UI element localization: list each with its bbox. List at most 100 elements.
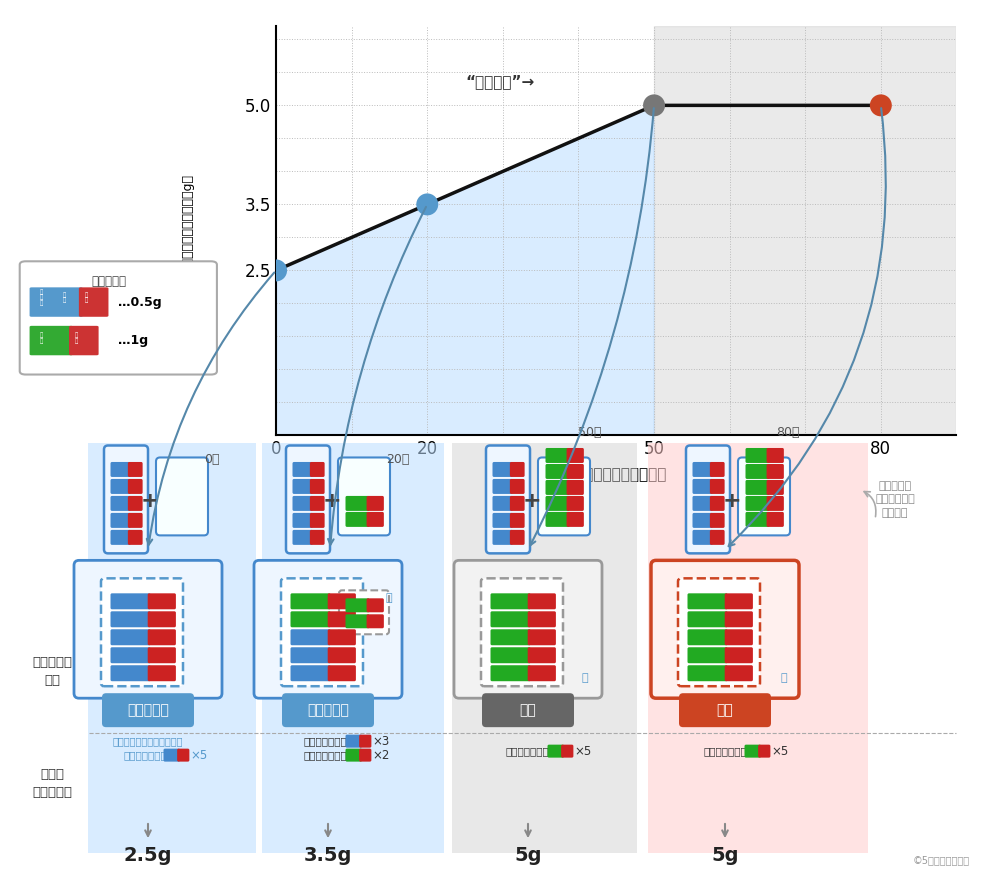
FancyBboxPatch shape <box>492 530 513 545</box>
Text: +: + <box>723 491 741 511</box>
FancyBboxPatch shape <box>293 479 313 494</box>
Text: 3.5g: 3.5g <box>304 846 352 865</box>
FancyBboxPatch shape <box>148 665 176 681</box>
FancyBboxPatch shape <box>687 647 728 663</box>
Text: 水: 水 <box>582 673 589 683</box>
FancyBboxPatch shape <box>79 287 108 317</box>
FancyBboxPatch shape <box>291 629 330 645</box>
Text: 混ぜた後の
液性: 混ぜた後の 液性 <box>32 656 72 686</box>
FancyBboxPatch shape <box>110 647 151 663</box>
Point <box>268 263 284 277</box>
FancyBboxPatch shape <box>148 647 176 663</box>
X-axis label: 加えた塩酸の体積（㎤）: 加えた塩酸の体積（㎤） <box>566 467 667 482</box>
FancyBboxPatch shape <box>482 693 574 727</box>
FancyBboxPatch shape <box>567 464 584 479</box>
FancyBboxPatch shape <box>338 457 390 536</box>
FancyBboxPatch shape <box>102 693 194 727</box>
FancyBboxPatch shape <box>528 629 556 645</box>
Text: 塩化ナトリウム: 塩化ナトリウム <box>703 746 746 756</box>
FancyBboxPatch shape <box>310 462 324 477</box>
FancyBboxPatch shape <box>692 530 713 545</box>
FancyBboxPatch shape <box>281 578 363 686</box>
FancyBboxPatch shape <box>490 593 530 610</box>
FancyBboxPatch shape <box>492 462 513 477</box>
FancyBboxPatch shape <box>110 629 151 645</box>
Bar <box>88 443 256 853</box>
FancyBboxPatch shape <box>286 445 330 553</box>
FancyBboxPatch shape <box>725 647 753 663</box>
FancyBboxPatch shape <box>293 513 313 528</box>
FancyBboxPatch shape <box>766 480 784 495</box>
Text: 中性: 中性 <box>520 703 536 717</box>
FancyBboxPatch shape <box>148 629 176 645</box>
FancyBboxPatch shape <box>492 479 513 494</box>
FancyBboxPatch shape <box>745 448 770 463</box>
Text: 塩
そ: 塩 そ <box>39 333 42 344</box>
FancyBboxPatch shape <box>69 326 99 355</box>
Text: +: + <box>141 491 160 511</box>
Text: 水: 水 <box>386 593 392 604</box>
Text: ©5年生から受験塾: ©5年生から受験塾 <box>913 855 970 865</box>
Text: 5g: 5g <box>515 846 541 865</box>
FancyBboxPatch shape <box>148 611 176 627</box>
Text: 加熱すると
気体となって
出ていく: 加熱すると 気体となって 出ていく <box>876 481 915 517</box>
Text: …0.5g: …0.5g <box>118 295 162 308</box>
Text: ×5: ×5 <box>190 749 207 761</box>
Bar <box>648 443 868 853</box>
FancyBboxPatch shape <box>710 462 725 477</box>
FancyBboxPatch shape <box>291 593 330 610</box>
Point <box>646 98 662 112</box>
FancyBboxPatch shape <box>164 749 180 761</box>
FancyBboxPatch shape <box>104 445 148 553</box>
FancyBboxPatch shape <box>367 598 384 612</box>
FancyBboxPatch shape <box>327 629 356 645</box>
FancyBboxPatch shape <box>30 287 83 317</box>
FancyBboxPatch shape <box>758 745 770 758</box>
FancyBboxPatch shape <box>738 457 790 536</box>
Point <box>419 198 435 212</box>
Text: 水酸化ナトリウム: 水酸化ナトリウム <box>123 750 173 760</box>
FancyBboxPatch shape <box>725 665 753 681</box>
FancyBboxPatch shape <box>687 629 728 645</box>
Bar <box>654 26 956 436</box>
FancyBboxPatch shape <box>538 457 590 536</box>
FancyBboxPatch shape <box>110 513 131 528</box>
Text: +: + <box>523 491 541 511</box>
Text: 水
酸
そ: 水 酸 そ <box>39 289 42 306</box>
FancyBboxPatch shape <box>367 614 384 628</box>
FancyBboxPatch shape <box>545 448 570 463</box>
FancyBboxPatch shape <box>359 749 372 761</box>
FancyBboxPatch shape <box>254 560 402 699</box>
FancyBboxPatch shape <box>345 749 362 761</box>
FancyBboxPatch shape <box>481 578 563 686</box>
FancyBboxPatch shape <box>490 611 530 627</box>
FancyBboxPatch shape <box>679 693 771 727</box>
FancyBboxPatch shape <box>490 629 530 645</box>
FancyBboxPatch shape <box>510 496 525 511</box>
Text: 酸
そ: 酸 そ <box>63 292 66 303</box>
FancyBboxPatch shape <box>30 326 73 355</box>
FancyBboxPatch shape <box>692 513 713 528</box>
FancyBboxPatch shape <box>310 479 324 494</box>
Text: ×5: ×5 <box>771 745 788 758</box>
FancyBboxPatch shape <box>110 462 131 477</box>
FancyBboxPatch shape <box>339 591 389 634</box>
FancyBboxPatch shape <box>692 462 713 477</box>
FancyBboxPatch shape <box>20 261 217 375</box>
Text: 5g: 5g <box>711 846 739 865</box>
Text: 加熱後に残った個体の重さ（g）: 加熱後に残った個体の重さ（g） <box>181 174 194 287</box>
FancyBboxPatch shape <box>678 578 760 686</box>
FancyBboxPatch shape <box>490 665 530 681</box>
FancyBboxPatch shape <box>725 611 753 627</box>
FancyBboxPatch shape <box>745 512 770 527</box>
Text: アルカリ性: アルカリ性 <box>307 703 349 717</box>
FancyBboxPatch shape <box>510 513 525 528</box>
FancyBboxPatch shape <box>510 479 525 494</box>
FancyBboxPatch shape <box>710 530 725 545</box>
FancyBboxPatch shape <box>686 445 730 553</box>
Text: “完全中和”→: “完全中和”→ <box>465 74 534 89</box>
FancyBboxPatch shape <box>490 647 530 663</box>
FancyBboxPatch shape <box>687 611 728 627</box>
FancyBboxPatch shape <box>651 560 799 699</box>
Text: 塩化ナトリウム: 塩化ナトリウム <box>506 746 550 756</box>
